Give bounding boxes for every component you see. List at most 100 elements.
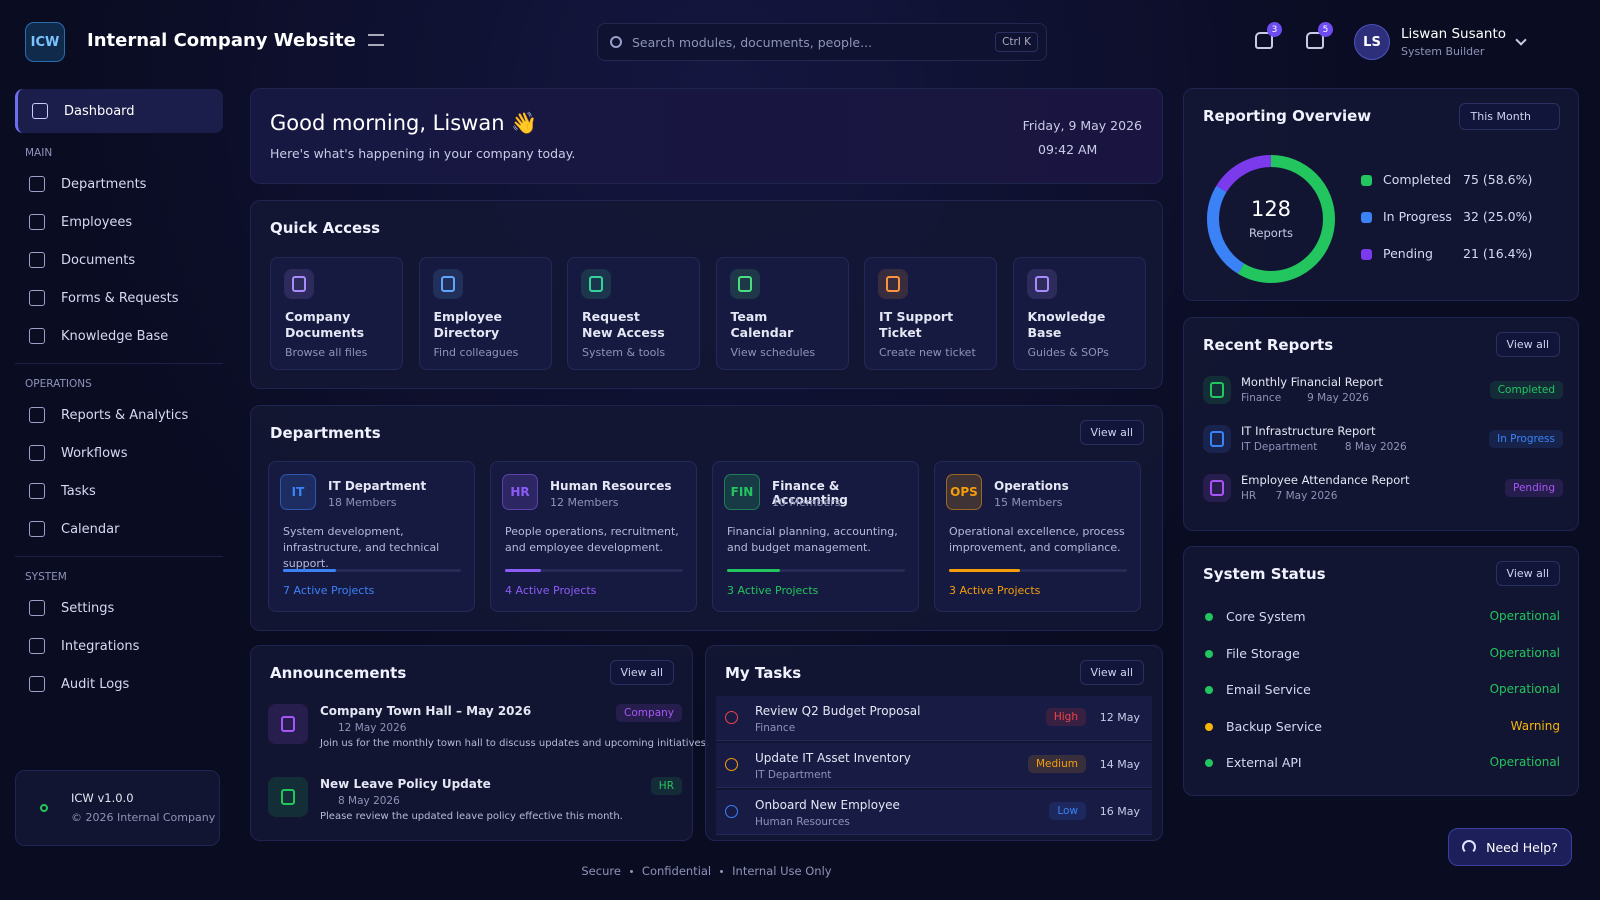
nav-icon bbox=[29, 290, 45, 306]
nav-icon bbox=[29, 600, 45, 616]
progress-track bbox=[727, 569, 905, 572]
departments-panel: Departments View all IT IT Department 18 Mem… bbox=[250, 405, 1163, 631]
quick-access-card[interactable]: Company Documents Browse all files bbox=[270, 257, 403, 370]
divider bbox=[15, 556, 223, 557]
nav-item[interactable]: Documents bbox=[15, 241, 223, 279]
department-card[interactable]: OPS Operations 15 Members Operational excel… bbox=[934, 461, 1141, 612]
panel-title: Recent Reports bbox=[1203, 336, 1334, 354]
task-row[interactable]: Update IT Asset Inventory IT Department Me… bbox=[716, 743, 1152, 788]
view-all-button[interactable]: View all bbox=[1079, 660, 1144, 685]
department-card[interactable]: IT IT Department 18 Members System developm… bbox=[268, 461, 475, 612]
user-menu-caret[interactable] bbox=[1515, 34, 1527, 46]
card-title: Company Documents bbox=[285, 309, 365, 340]
department-code: HR bbox=[502, 474, 538, 510]
card-title: Team Calendar bbox=[730, 309, 794, 340]
department-members: 18 Members bbox=[328, 496, 397, 509]
menu-toggle[interactable] bbox=[368, 34, 384, 46]
report-row[interactable]: Employee Attendance Report HR 7 May 2026 Pe… bbox=[1203, 472, 1563, 512]
quick-access-card[interactable]: Employee Directory Find colleagues bbox=[418, 257, 552, 370]
nav-item[interactable]: Audit Logs bbox=[15, 665, 223, 703]
avatar: LS bbox=[1354, 24, 1390, 60]
nav-item[interactable]: Integrations bbox=[15, 627, 223, 665]
nav-item[interactable]: Departments bbox=[15, 165, 223, 203]
progress-bar bbox=[505, 569, 541, 572]
report-department: IT Department bbox=[1241, 441, 1318, 453]
nav-label: Departments bbox=[61, 176, 147, 192]
view-all-button[interactable]: View all bbox=[1495, 332, 1560, 357]
legend-value: 75 (58.6%) bbox=[1463, 172, 1533, 187]
nav-item[interactable]: Workflows bbox=[15, 434, 223, 472]
view-all-button[interactable]: View all bbox=[1079, 420, 1144, 445]
site-title: Internal Company Website bbox=[87, 30, 356, 51]
system-status: Operational bbox=[1489, 645, 1560, 660]
view-all-button[interactable]: View all bbox=[609, 660, 674, 685]
nav-item-active[interactable]: Dashboard bbox=[15, 89, 223, 133]
period-select[interactable]: This Month bbox=[1458, 103, 1560, 130]
quick-access-card[interactable]: IT Support Ticket Create new ticket bbox=[864, 257, 997, 370]
nav-label: Integrations bbox=[61, 638, 140, 654]
icon bbox=[1026, 269, 1057, 299]
notifications-button[interactable]: 3 bbox=[1255, 22, 1282, 49]
card-title: IT Support Ticket bbox=[879, 309, 954, 340]
nav-icon bbox=[29, 638, 45, 654]
quick-access-card[interactable]: Request New Access System & tools bbox=[567, 257, 700, 370]
messages-badge: 5 bbox=[1318, 22, 1333, 37]
announcement-text: Join us for the monthly town hall to dis… bbox=[320, 738, 710, 749]
announcement-date: 12 May 2026 bbox=[338, 722, 407, 734]
status-dot bbox=[40, 804, 48, 812]
notifications-badge: 3 bbox=[1267, 22, 1282, 37]
task-due: 14 May bbox=[1099, 758, 1140, 771]
announcement[interactable]: New Leave Policy Update 8 May 2026 Please … bbox=[268, 775, 682, 839]
quick-access-card[interactable]: Knowledge Base Guides & SOPs bbox=[1012, 257, 1146, 370]
department-card[interactable]: HR Human Resources 12 Members People operat… bbox=[490, 461, 697, 612]
active-projects: 3 Active Projects bbox=[727, 584, 819, 597]
icon-glyph bbox=[281, 789, 295, 805]
separator-dot bbox=[720, 869, 724, 873]
report-row[interactable]: Monthly Financial Report Finance 9 May 202… bbox=[1203, 374, 1563, 414]
nav-item[interactable]: Reports & Analytics bbox=[15, 396, 223, 434]
report-title: Monthly Financial Report bbox=[1241, 375, 1383, 389]
department-card[interactable]: FIN Finance & Accounting 10 Members Financi… bbox=[712, 461, 919, 612]
search-box[interactable]: Search modules, documents, people... Ctrl… bbox=[597, 23, 1047, 61]
view-all-button[interactable]: View all bbox=[1495, 561, 1560, 586]
system-name: File Storage bbox=[1226, 645, 1300, 661]
nav-item[interactable]: Calendar bbox=[15, 510, 223, 548]
nav-item[interactable]: Settings bbox=[15, 589, 223, 627]
nav-item[interactable]: Knowledge Base bbox=[15, 317, 223, 355]
announcement-title: Company Town Hall – May 2026 bbox=[320, 704, 532, 718]
section-heading: MAIN bbox=[25, 147, 53, 159]
task-priority: High bbox=[1045, 708, 1086, 726]
messages-button[interactable]: 5 bbox=[1306, 22, 1333, 49]
time: 09:42 AM bbox=[1038, 142, 1098, 157]
progress-track bbox=[949, 569, 1127, 572]
nav-label: Forms & Requests bbox=[61, 290, 179, 306]
icon bbox=[268, 704, 308, 744]
icon-glyph bbox=[1210, 480, 1224, 496]
icon-glyph bbox=[1034, 276, 1049, 292]
department-name: Finance & Accounting bbox=[772, 479, 848, 507]
report-row[interactable]: IT Infrastructure Report IT Department 8 M… bbox=[1203, 423, 1563, 463]
panel-title: System Status bbox=[1203, 565, 1326, 583]
quick-access-card[interactable]: Team Calendar View schedules bbox=[715, 257, 849, 370]
department-members: 12 Members bbox=[550, 496, 619, 509]
help-button[interactable]: Need Help? bbox=[1448, 828, 1572, 866]
donut-chart bbox=[1207, 155, 1335, 283]
report-status: In Progress bbox=[1489, 430, 1563, 448]
footer-item: Confidential bbox=[641, 864, 712, 878]
legend-label: Completed bbox=[1383, 172, 1452, 187]
nav-icon bbox=[29, 176, 45, 192]
nav-icon bbox=[29, 328, 45, 344]
nav-item[interactable]: Tasks bbox=[15, 472, 223, 510]
nav-item[interactable]: Forms & Requests bbox=[15, 279, 223, 317]
nav-label: Settings bbox=[61, 600, 115, 616]
task-title: Review Q2 Budget Proposal bbox=[755, 704, 921, 718]
card-subtitle: Guides & SOPs bbox=[1027, 346, 1109, 359]
nav-item[interactable]: Employees bbox=[15, 203, 223, 241]
task-row[interactable]: Review Q2 Budget Proposal Finance High 12 M… bbox=[716, 696, 1152, 741]
announcement[interactable]: Company Town Hall – May 2026 12 May 2026 J… bbox=[268, 702, 710, 766]
system-name: Email Service bbox=[1226, 682, 1311, 697]
card-subtitle: Find colleagues bbox=[433, 346, 519, 359]
icon bbox=[1203, 474, 1231, 502]
task-row[interactable]: Onboard New Employee Human Resources Low 16… bbox=[716, 790, 1152, 835]
nav-label: Documents bbox=[61, 252, 136, 268]
